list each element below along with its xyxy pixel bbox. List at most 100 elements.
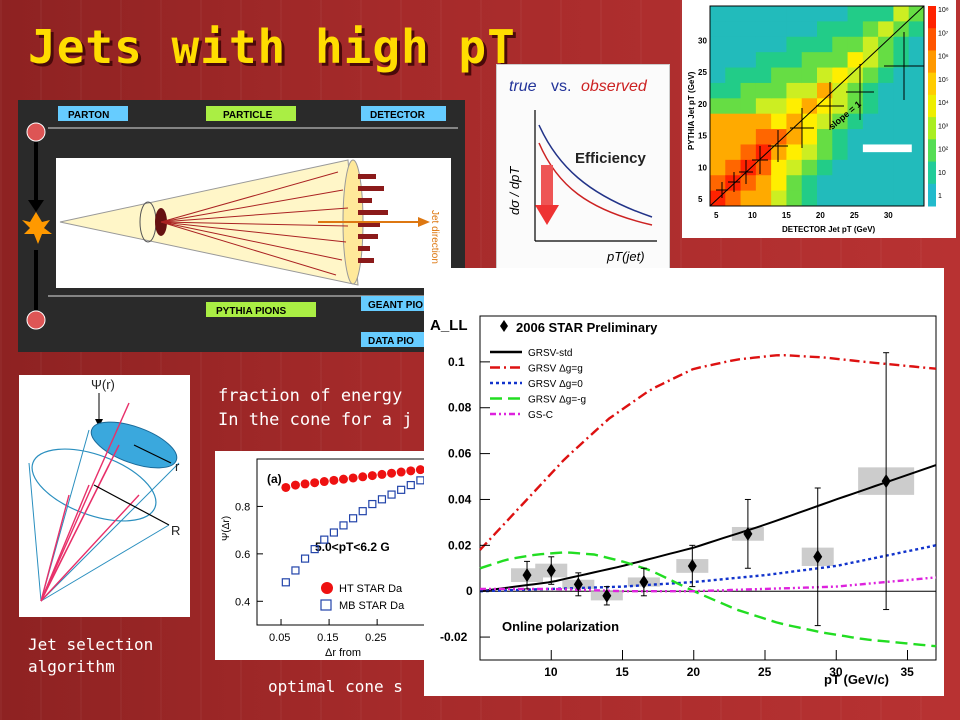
arrow-down-icon bbox=[95, 419, 103, 427]
all-legend-4: GS-C bbox=[528, 410, 553, 421]
psi-mb-point bbox=[329, 528, 338, 537]
jet-level-diagram: PARTON PARTICLE DETECTOR bbox=[18, 100, 465, 352]
heatmap-profile-point-3 bbox=[752, 146, 768, 174]
heatmap-ytick: 20 bbox=[698, 100, 707, 109]
label-jet-direction: Jet direction bbox=[429, 210, 440, 264]
eff-ylabel: dσ / dpT bbox=[507, 166, 522, 215]
psi-ht-point bbox=[290, 480, 300, 490]
psi-ht-point bbox=[396, 467, 406, 477]
cone-psi-label: Ψ(r) bbox=[91, 377, 115, 392]
heatmap-ylabel: PYTHIA Jet pT (GeV) bbox=[687, 71, 696, 150]
all-ytick: 0 bbox=[466, 584, 473, 598]
all-ytick: 0.04 bbox=[448, 492, 472, 506]
eff-title-observed: observed bbox=[581, 78, 648, 95]
heatmap-scale-label: 10³ bbox=[938, 123, 949, 130]
psi-ht-point bbox=[358, 472, 368, 482]
eff-true-curve bbox=[538, 124, 653, 218]
heatmap-xlabel: DETECTOR Jet pT (GeV) bbox=[782, 225, 876, 234]
heatmap-profile-point-1 bbox=[728, 172, 740, 192]
all-ytick: 0.02 bbox=[448, 538, 472, 552]
psi-xlabel: Δr from bbox=[325, 647, 361, 659]
heatmap-scale-label: 10⁷ bbox=[938, 30, 949, 37]
all-curve-3 bbox=[479, 551, 937, 648]
psi-mb-point bbox=[349, 514, 358, 523]
psi-ht-point bbox=[415, 465, 425, 475]
heatmap-profile-point-5 bbox=[790, 108, 814, 148]
eff-observed-curve bbox=[538, 142, 653, 226]
psi-mb-point bbox=[377, 495, 387, 504]
all-xtick: 25 bbox=[758, 665, 772, 679]
heatmap-scale-label: 1 bbox=[938, 193, 942, 200]
psi-legend-mb: MB STAR Da bbox=[339, 600, 405, 612]
all-title: 2006 STAR Preliminary bbox=[516, 320, 658, 335]
psi-legend-ht-marker bbox=[321, 582, 333, 594]
all-xtick: 10 bbox=[544, 665, 558, 679]
all-plot: A_LL pT (GeV/c) 2006 STAR Preliminary On… bbox=[424, 268, 944, 696]
heatmap-profile-point-2 bbox=[739, 160, 753, 184]
psi-ht-point bbox=[281, 482, 291, 492]
caption-energy-line2: In the cone for a j bbox=[218, 410, 413, 430]
heatmap-scale-label: 10⁴ bbox=[938, 100, 949, 107]
caption-jet-line1: Jet selection bbox=[28, 635, 154, 654]
all-xlabel: pT (GeV/c) bbox=[824, 672, 889, 687]
psi-ytick: 0.8 bbox=[235, 501, 250, 513]
all-data-point bbox=[602, 588, 612, 603]
all-ytick: 0.08 bbox=[448, 401, 472, 415]
psi-plot: Ψ(Δr) (a) 5.0<pT<6.2 G 0.4 0.6 0.8 0.05 0.1… bbox=[215, 451, 431, 660]
all-data-point bbox=[813, 549, 823, 564]
eff-title-vs: vs. bbox=[551, 78, 571, 95]
psi-range-label: 5.0<pT<6.2 G bbox=[315, 540, 390, 554]
all-xtick: 35 bbox=[901, 665, 915, 679]
psi-mb-point bbox=[358, 507, 367, 516]
psi-ht-point bbox=[348, 473, 358, 483]
all-xtick: 20 bbox=[687, 665, 701, 679]
psi-mb-point bbox=[387, 490, 396, 499]
psi-ytick: 0.4 bbox=[235, 596, 250, 608]
heatmap-scale-label: 10⁵ bbox=[938, 77, 949, 84]
psi-xtick: 0.05 bbox=[269, 632, 290, 644]
all-curve-2 bbox=[479, 544, 937, 593]
efficiency-panel: true vs. observed dσ / dpT pT(jet) Effic… bbox=[496, 64, 670, 270]
psi-ht-point bbox=[406, 466, 416, 476]
down-arrow-icon bbox=[535, 205, 559, 225]
all-curve-0 bbox=[479, 464, 937, 593]
heatmap-profile-point-8 bbox=[884, 32, 924, 100]
eff-title-true: true bbox=[509, 78, 537, 95]
psi-mb-point bbox=[339, 521, 348, 530]
heatmap-scale-label: 10² bbox=[938, 147, 949, 154]
label-geant-pions: GEANT PIO bbox=[368, 300, 423, 311]
eff-xlabel: pT(jet) bbox=[606, 249, 645, 264]
heatmap-ytick: 30 bbox=[698, 36, 707, 45]
caption-jet-line2: algorithm bbox=[28, 657, 115, 676]
heatmap-profile-point-6 bbox=[816, 82, 844, 130]
psi-mb-point bbox=[397, 485, 406, 494]
all-legend-0: GRSV-std bbox=[528, 348, 572, 359]
label-particle: PARTICLE bbox=[223, 110, 273, 121]
heatmap-xtick: 5 bbox=[714, 211, 719, 220]
heatmap-xtick: 15 bbox=[782, 211, 791, 220]
heatmap-ytick: 10 bbox=[698, 163, 707, 172]
all-annotation: Online polarization bbox=[502, 619, 619, 634]
psi-ylabel: Ψ(Δr) bbox=[221, 516, 232, 541]
psi-ht-point bbox=[377, 469, 387, 479]
psi-panel-label: (a) bbox=[267, 472, 282, 486]
all-data-point bbox=[522, 568, 532, 583]
label-pythia-pions: PYTHIA PIONS bbox=[216, 306, 287, 317]
heatmap-ytick: 15 bbox=[698, 132, 707, 141]
psi-legend-ht: HT STAR Da bbox=[339, 583, 403, 595]
caption-energy-line1: fraction of energy bbox=[218, 386, 403, 406]
psi-mb-point bbox=[310, 545, 319, 554]
psi-ht-point bbox=[387, 468, 397, 478]
all-legend-2: GRSV Δg=0 bbox=[528, 379, 583, 390]
heatmap-profile-point-7 bbox=[846, 64, 874, 120]
psi-xtick: 0.15 bbox=[317, 632, 338, 644]
psi-ht-point bbox=[319, 477, 329, 487]
all-legend-3: GRSV Δg=-g bbox=[528, 395, 586, 406]
all-xtick: 15 bbox=[616, 665, 630, 679]
psi-ht-point bbox=[367, 471, 377, 481]
cone-diagram: Ψ(r) r R bbox=[19, 375, 190, 617]
psi-mb-point bbox=[416, 476, 425, 485]
cone-R-label: R bbox=[171, 523, 180, 538]
all-data-point bbox=[743, 526, 753, 541]
all-legend-marker bbox=[500, 320, 508, 332]
